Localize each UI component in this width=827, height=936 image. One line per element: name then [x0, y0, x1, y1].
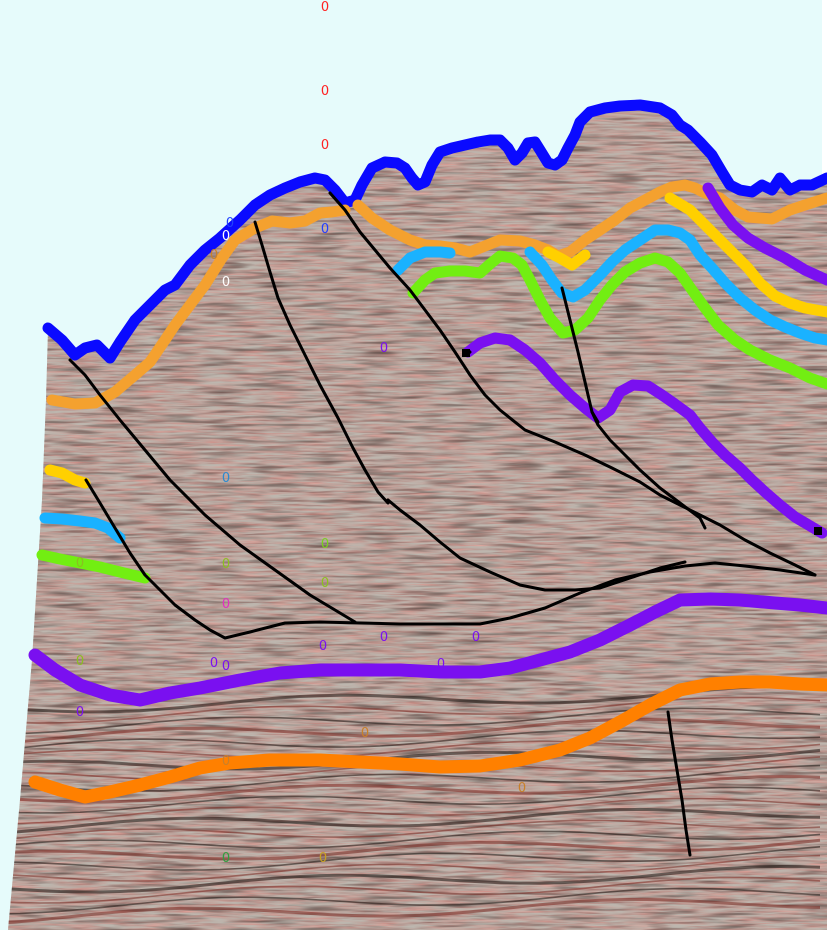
- seafloor-line: [42, 99, 827, 364]
- well-marker-label: 0: [380, 341, 388, 356]
- well-marker-label: 0: [210, 656, 218, 671]
- horizon-yellow-line: [664, 192, 827, 318]
- fault-line: [253, 220, 390, 505]
- deep-reflector-band: [8, 707, 821, 735]
- well-marker-label: 0: [321, 138, 329, 153]
- fault-line: [666, 710, 692, 857]
- deep-reflector-band: [8, 854, 821, 882]
- well-marker-label: 0: [321, 84, 329, 99]
- deep-reflector-band: [8, 797, 821, 825]
- well-marker-label: 0: [222, 557, 230, 572]
- fault-layer: [68, 191, 822, 857]
- well-marker-label: 0: [321, 537, 329, 552]
- well-marker-label: 0: [361, 726, 369, 741]
- horizon-purple-lower-line: [28, 592, 827, 707]
- horizon-cyan-line: [39, 512, 126, 544]
- well-marker-label: 0: [437, 657, 445, 672]
- deep-reflector-band: [8, 740, 821, 759]
- deep-strong-reflectors: [8, 684, 821, 925]
- well-marker-label: 0: [222, 851, 230, 866]
- well-marker-label: 0: [210, 248, 218, 263]
- horizon-yellow-line: [44, 464, 91, 489]
- well-marker-label: 0: [321, 222, 329, 237]
- horizon-layer: [28, 99, 827, 804]
- well-marker-label: 0: [222, 597, 230, 612]
- well-marker-label: 0: [321, 0, 329, 15]
- deep-reflector-band: [8, 774, 821, 804]
- deep-reflector-band: [8, 846, 821, 871]
- deep-reflector-band: [8, 830, 821, 849]
- fault-line: [84, 478, 817, 640]
- well-marker-label: 0: [518, 781, 526, 796]
- well-marker-label: 0: [380, 630, 388, 645]
- well-marker-label: 0: [222, 659, 230, 674]
- fault-line: [560, 286, 707, 530]
- deep-reflector-band: [8, 748, 821, 771]
- deep-reflector-band: [8, 786, 821, 814]
- horizon-orange-upper-line: [46, 204, 351, 410]
- horizon-orange-upper-line: [352, 179, 827, 262]
- horizon-purple-upper-line: [702, 182, 827, 286]
- well-marker-label: 0: [76, 705, 84, 720]
- horizon-cyan-line: [524, 224, 827, 346]
- horizon-purple-upper-line: [462, 332, 827, 539]
- deep-reflector-band: [8, 819, 821, 841]
- horizon-cyan-line: [392, 246, 456, 276]
- fault-end-marker: [814, 527, 822, 535]
- deep-reflector-band: [8, 696, 821, 724]
- well-marker-label: 0: [222, 754, 230, 769]
- horizon-yellow-line: [542, 246, 591, 271]
- deep-reflector-band: [8, 897, 821, 925]
- fault-line: [328, 191, 817, 577]
- well-marker-label: 0: [319, 851, 327, 866]
- fault-line: [68, 358, 357, 624]
- well-marker-label: 0: [76, 654, 84, 669]
- well-marker-label: 0: [222, 275, 230, 290]
- horizon-green-line: [407, 250, 827, 390]
- deep-reflector-band: [8, 717, 821, 745]
- well-marker-label: 0: [319, 639, 327, 654]
- deep-reflector-band: [8, 838, 821, 861]
- horizon-green-line: [36, 549, 151, 584]
- horizon-orange-lower-line: [28, 675, 827, 804]
- fault-line: [590, 410, 600, 424]
- deep-reflector-band: [8, 887, 821, 915]
- deep-reflector-band: [8, 729, 821, 751]
- fault-end-marker: [462, 349, 470, 357]
- page-margin-bottom: [0, 930, 827, 936]
- fault-line: [386, 498, 687, 592]
- deep-reflector-band: [8, 876, 821, 904]
- well-marker-label: 0: [76, 556, 84, 571]
- well-marker-label: 0: [226, 216, 234, 231]
- well-marker-label: 0: [321, 576, 329, 591]
- deep-reflector-band: [8, 864, 821, 894]
- well-marker-label: 0: [472, 630, 480, 645]
- well-marker-label: 0: [222, 471, 230, 486]
- well-marker-label: 0: [222, 229, 230, 244]
